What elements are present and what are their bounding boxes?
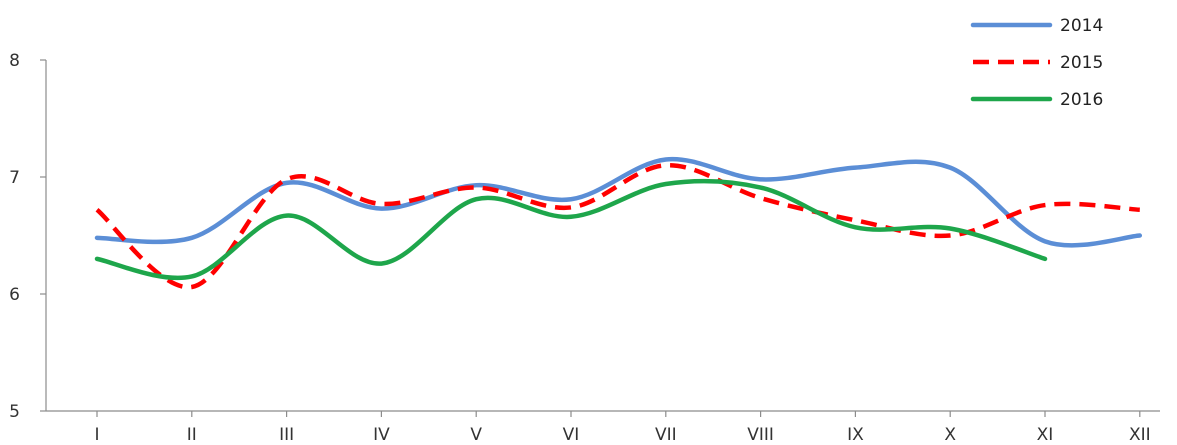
y-tick-label: 8 <box>9 51 20 71</box>
legend-label: 2016 <box>1060 90 1103 110</box>
x-tick-label: VIII <box>747 425 774 445</box>
x-tick-label: XII <box>1129 425 1151 445</box>
series-lines <box>94 156 1143 290</box>
y-tick-label: 5 <box>9 402 20 422</box>
y-tick-label: 7 <box>9 168 20 188</box>
y-ticks: 5 6 7 8 <box>9 51 46 422</box>
x-tick-label: I <box>94 425 99 445</box>
x-ticks: I II III IV V VI VII VIII IX X XI XII <box>94 411 1151 445</box>
series-line-2015 <box>95 163 1140 290</box>
legend: 2014 2015 2016 <box>970 16 1103 110</box>
axes <box>45 60 1160 412</box>
x-tick-label: VI <box>563 425 580 445</box>
legend-label: 2015 <box>1060 53 1103 73</box>
x-tick-label: II <box>187 425 197 445</box>
x-tick-label: XI <box>1037 425 1054 445</box>
series-line-2016 <box>94 178 1048 281</box>
x-tick-label: III <box>279 425 294 445</box>
x-tick-label: VII <box>655 425 677 445</box>
legend-label: 2014 <box>1060 16 1103 36</box>
x-tick-label: X <box>944 425 956 445</box>
x-tick-label: IV <box>373 425 390 445</box>
x-tick-label: IX <box>847 425 864 445</box>
y-tick-label: 6 <box>9 285 20 305</box>
x-tick-label: V <box>470 425 482 445</box>
